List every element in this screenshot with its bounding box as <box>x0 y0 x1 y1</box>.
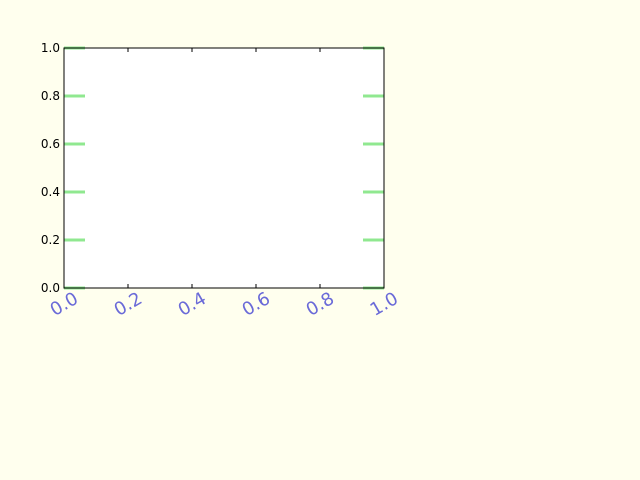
axes-frame <box>63 47 385 289</box>
y-tick-label: 1.0 <box>41 41 60 55</box>
y-tick-label: 0.0 <box>41 281 60 295</box>
y-tick-label: 0.8 <box>41 89 60 103</box>
plot-area <box>64 48 384 288</box>
y-tick-label: 0.4 <box>41 185 60 199</box>
y-ticks-group: 0.0 0.2 0.4 0.6 0.8 1.0 <box>41 41 384 295</box>
y-tick-label: 0.2 <box>41 233 60 247</box>
y-tick-label: 0.6 <box>41 137 60 151</box>
